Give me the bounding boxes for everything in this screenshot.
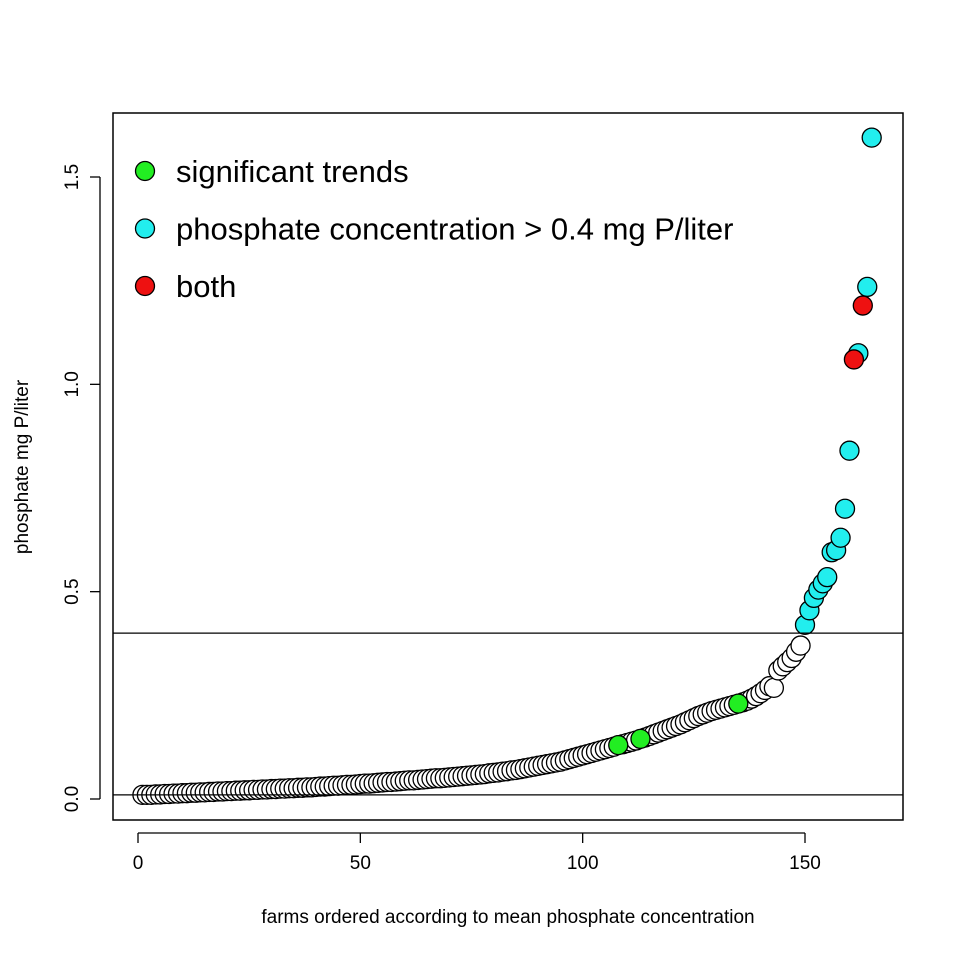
data-point: [843, 349, 865, 370]
y-axis: 0.0 0.5 1.0 1.5: [62, 164, 101, 812]
data-point: [830, 527, 851, 548]
data-point: [728, 693, 749, 714]
legend: significant trends phosphate concentratio…: [134, 154, 734, 304]
data-point: [763, 677, 785, 699]
y-tick-label: 0.5: [62, 578, 83, 604]
y-tick-label: 1.0: [62, 371, 83, 397]
legend-marker: [134, 218, 156, 239]
legend-marker: [134, 275, 156, 297]
y-tick-label: 1.5: [62, 164, 83, 190]
data-point: [834, 498, 856, 519]
x-tick-label: 0: [133, 853, 144, 874]
legend-marker: [134, 160, 156, 182]
series-1: [608, 693, 749, 756]
y-axis-label: phosphate mg P/liter: [12, 379, 33, 554]
data-point: [852, 295, 873, 316]
reference-lines: [113, 632, 903, 796]
x-axis: 0 50 100 150: [133, 832, 821, 874]
data-point: [817, 567, 838, 588]
legend-label: significant trends: [176, 154, 409, 189]
data-point: [608, 734, 629, 756]
plot-frame: [112, 112, 904, 821]
data-point: [861, 127, 882, 148]
data-point: [857, 276, 878, 298]
series-0: [132, 635, 811, 806]
legend-item: phosphate concentration > 0.4 mg P/liter: [134, 212, 734, 247]
data-point: [790, 635, 811, 656]
series-3: [843, 295, 873, 370]
legend-item: significant trends: [134, 154, 409, 189]
legend-label: phosphate concentration > 0.4 mg P/liter: [176, 212, 734, 247]
x-tick-label: 50: [350, 853, 371, 874]
series-2: [794, 127, 882, 635]
legend-label: both: [176, 269, 236, 304]
data-point: [630, 728, 651, 750]
y-tick-label: 0.0: [62, 786, 83, 812]
legend-item: both: [134, 269, 236, 304]
x-axis-label: farms ordered according to mean phosphat…: [261, 907, 754, 928]
x-tick-label: 100: [567, 853, 599, 874]
x-tick-label: 150: [789, 853, 821, 874]
data-point: [839, 440, 860, 461]
